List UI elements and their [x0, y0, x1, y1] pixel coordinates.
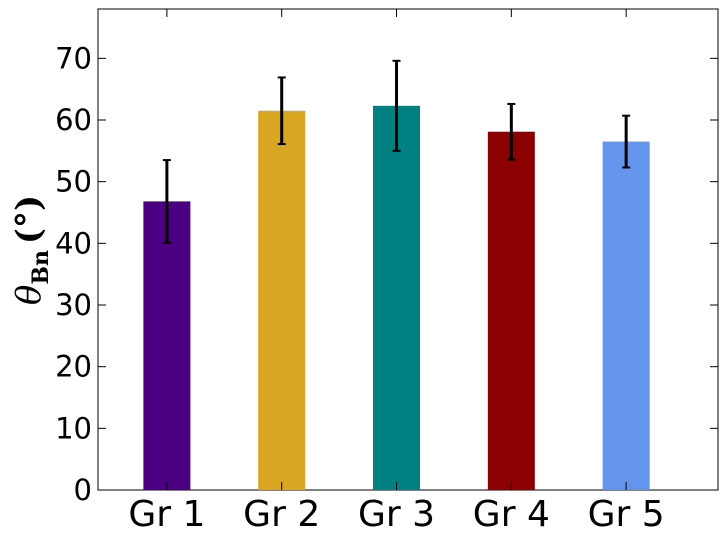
- y-tick-label: 60: [55, 103, 92, 137]
- y-axis-label: θBn (°): [9, 195, 54, 305]
- y-tick-label: 10: [55, 411, 92, 445]
- y-axis-label-unit: (°): [9, 195, 49, 244]
- errorbar-1: [162, 159, 171, 244]
- errorbar-5: [622, 114, 631, 169]
- y-axis-label-subscript: Bn: [28, 250, 54, 285]
- x-ticks-group: Gr 1 Gr 2 Gr 3 Gr 4 Gr 5: [128, 9, 665, 535]
- bar-3: [373, 105, 421, 491]
- errorbar-3: [392, 59, 401, 152]
- errorbar-4: [507, 102, 516, 161]
- x-tick-label: Gr 1: [128, 494, 205, 535]
- bar-1: [143, 201, 191, 490]
- y-tick-label: 0: [74, 473, 92, 507]
- bar-4: [487, 131, 535, 490]
- y-ticks-group: 0 10 20 30 40 50 60 70: [55, 41, 718, 507]
- y-tick-label: 20: [55, 350, 92, 384]
- y-tick-label: 40: [55, 226, 92, 260]
- errorbar-2: [277, 76, 286, 146]
- x-tick-label: Gr 2: [243, 494, 320, 535]
- bars-group: [143, 105, 650, 491]
- y-tick-label: 30: [55, 288, 92, 322]
- errorbars-group: [162, 59, 631, 244]
- y-axis-label-symbol: θ: [9, 285, 49, 305]
- y-tick-label: 50: [55, 165, 92, 199]
- x-tick-label: Gr 5: [588, 494, 665, 535]
- bar-2: [258, 110, 306, 490]
- bar-5: [602, 141, 650, 491]
- x-tick-label: Gr 4: [473, 494, 550, 535]
- y-tick-label: 70: [55, 41, 92, 75]
- x-tick-label: Gr 3: [358, 494, 435, 535]
